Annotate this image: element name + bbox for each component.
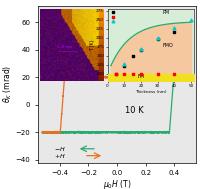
Text: $-H$: $-H$ xyxy=(54,145,66,153)
Text: 10 K: 10 K xyxy=(125,106,144,115)
X-axis label: $\mu_0 H$ (T): $\mu_0 H$ (T) xyxy=(103,178,131,189)
Y-axis label: $\theta_K$ (mrad): $\theta_K$ (mrad) xyxy=(2,65,14,103)
Text: $+H$: $+H$ xyxy=(54,152,66,160)
